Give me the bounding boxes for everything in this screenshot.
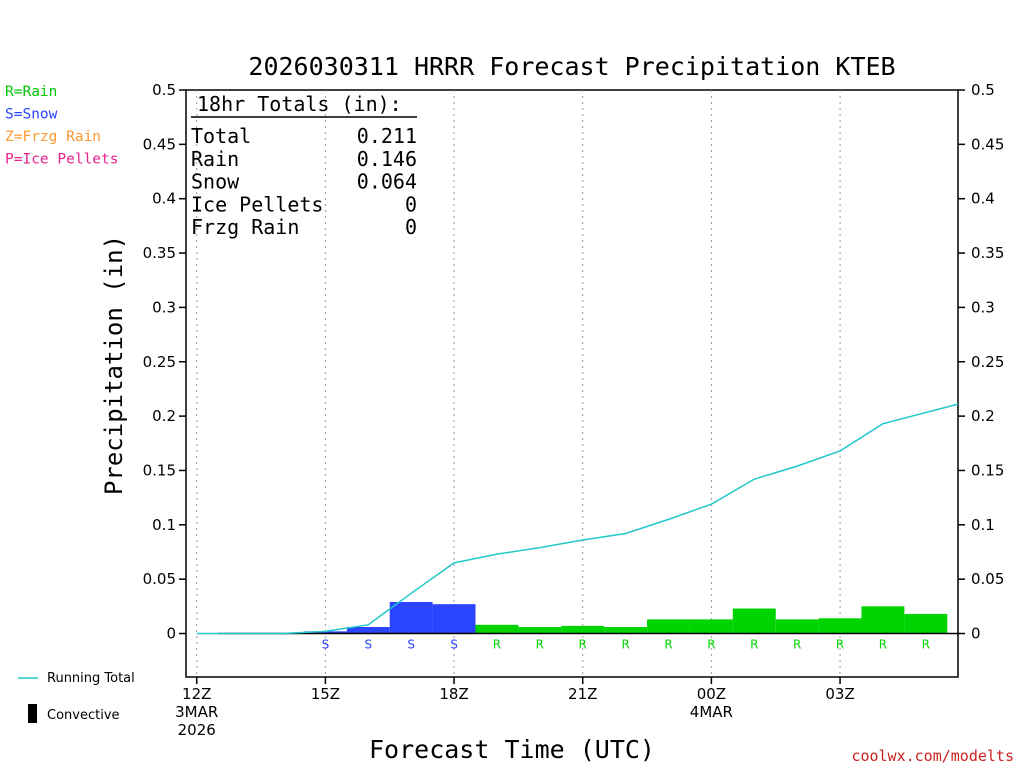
precip-type-letter: R	[664, 638, 672, 652]
totals-row-value: 0.211	[357, 124, 417, 148]
precip-type-letter: S	[322, 638, 330, 652]
y-axis-label: Precipitation (in)	[100, 235, 128, 495]
x-tick-label: 4MAR	[690, 703, 733, 721]
rain-bar	[604, 626, 648, 634]
y-tick-label-right: 0.5	[971, 81, 995, 99]
precip-type-letter: S	[450, 638, 458, 652]
precip-type-letter: R	[493, 638, 501, 652]
totals-row-value: 0.146	[357, 147, 417, 171]
totals-row-value: 0	[405, 215, 417, 239]
y-axis-ticks: 0 00.05 0.050.1 0.10.15 0.150.2 0.20.25 0.250.…	[143, 81, 1005, 643]
y-tick-label-left: 0.3	[152, 298, 176, 316]
rain-bar	[775, 619, 819, 634]
precip-type-letter: R	[793, 638, 801, 652]
totals-row-label: Frzg Rain	[191, 215, 299, 239]
y-tick-label-left: 0.05	[143, 570, 176, 588]
precip-type-letter: R	[750, 638, 758, 652]
precip-type-letter: R	[621, 638, 629, 652]
chart-title: 2026030311 HRRR Forecast Precipitation K…	[248, 52, 895, 81]
totals-row-value: 0.064	[357, 170, 417, 194]
x-tick-label: 18Z	[439, 685, 468, 703]
precip-bars	[303, 601, 948, 634]
totals-row-label: Snow	[191, 170, 240, 194]
y-tick-label-right: 0.4	[971, 190, 995, 208]
precip-type-legend-item: P=Ice Pellets	[5, 152, 119, 168]
precip-type-letter: R	[836, 638, 844, 652]
y-tick-label-left: 0	[166, 625, 176, 643]
y-tick-label-right: 0	[971, 625, 981, 643]
totals-box: 18hr Totals (in): Total 0.211 Rain 0.146 Sno…	[191, 92, 417, 239]
running-total-legend-label: Running Total	[47, 671, 135, 686]
rain-bar	[689, 619, 733, 634]
precip-type-legend: R=Rain S=Snow Z=Frzg Rain P=Ice Pellets	[5, 84, 119, 168]
y-tick-label-left: 0.1	[152, 516, 176, 534]
y-tick-label-right: 0.2	[971, 407, 995, 425]
precip-type-letter: R	[579, 638, 587, 652]
y-tick-label-right: 0.05	[971, 570, 1004, 588]
precip-type-legend-item: R=Rain	[5, 84, 57, 100]
rain-bar	[518, 626, 562, 634]
x-tick-label: 21Z	[568, 685, 597, 703]
y-tick-label-right: 0.1	[971, 516, 995, 534]
y-tick-label-left: 0.45	[143, 135, 176, 153]
convective-legend-swatch	[28, 704, 37, 723]
y-tick-label-right: 0.3	[971, 298, 995, 316]
running-total-line	[196, 403, 959, 635]
x-tick-label: 15Z	[311, 685, 340, 703]
y-tick-label-right: 0.25	[971, 353, 1004, 371]
rain-bar	[861, 606, 905, 634]
precip-type-letter: R	[536, 638, 544, 652]
plot-frame	[185, 89, 959, 678]
rain-bar	[647, 619, 690, 634]
precip-type-letter: S	[407, 638, 415, 652]
rain-bar	[904, 613, 948, 634]
precip-type-letter: S	[364, 638, 372, 652]
x-tick-label: 03Z	[825, 685, 854, 703]
snow-bar	[389, 601, 433, 634]
precip-type-letter: R	[707, 638, 715, 652]
totals-row-label: Rain	[191, 147, 239, 171]
snow-bar	[303, 631, 347, 634]
x-tick-label: 00Z	[697, 685, 726, 703]
y-tick-label-left: 0.5	[152, 81, 176, 99]
x-tick-label: 2026	[178, 721, 216, 739]
y-tick-label-left: 0.25	[143, 353, 176, 371]
y-tick-label-left: 0.35	[143, 244, 176, 262]
totals-row-value: 0	[405, 192, 417, 216]
snow-bar	[432, 604, 476, 634]
snow-bar	[346, 626, 390, 634]
precip-type-legend-item: S=Snow	[5, 107, 58, 123]
credit-text: coolwx.com/modelts	[851, 747, 1014, 765]
precip-type-letter: R	[922, 638, 930, 652]
y-tick-label-right: 0.45	[971, 135, 1004, 153]
totals-header: 18hr Totals (in):	[197, 92, 402, 116]
precip-type-letter: R	[879, 638, 887, 652]
rain-bar	[818, 618, 862, 634]
y-tick-label-left: 0.15	[143, 461, 176, 479]
rain-bar	[561, 625, 605, 634]
y-tick-label-left: 0.2	[152, 407, 176, 425]
y-tick-label-right: 0.15	[971, 461, 1004, 479]
totals-row-label: Ice Pellets	[191, 192, 323, 216]
x-tick-label: 12Z	[182, 685, 211, 703]
y-tick-label-left: 0.4	[152, 190, 176, 208]
x-axis-label: Forecast Time (UTC)	[369, 735, 655, 764]
y-tick-label-right: 0.35	[971, 244, 1004, 262]
x-tick-label: 3MAR	[175, 703, 218, 721]
rain-bar	[475, 624, 519, 634]
convective-legend-label: Convective	[47, 708, 120, 723]
rain-bar	[732, 608, 776, 634]
totals-row-label: Total	[191, 124, 251, 148]
precip-type-legend-item: Z=Frzg Rain	[5, 129, 101, 145]
